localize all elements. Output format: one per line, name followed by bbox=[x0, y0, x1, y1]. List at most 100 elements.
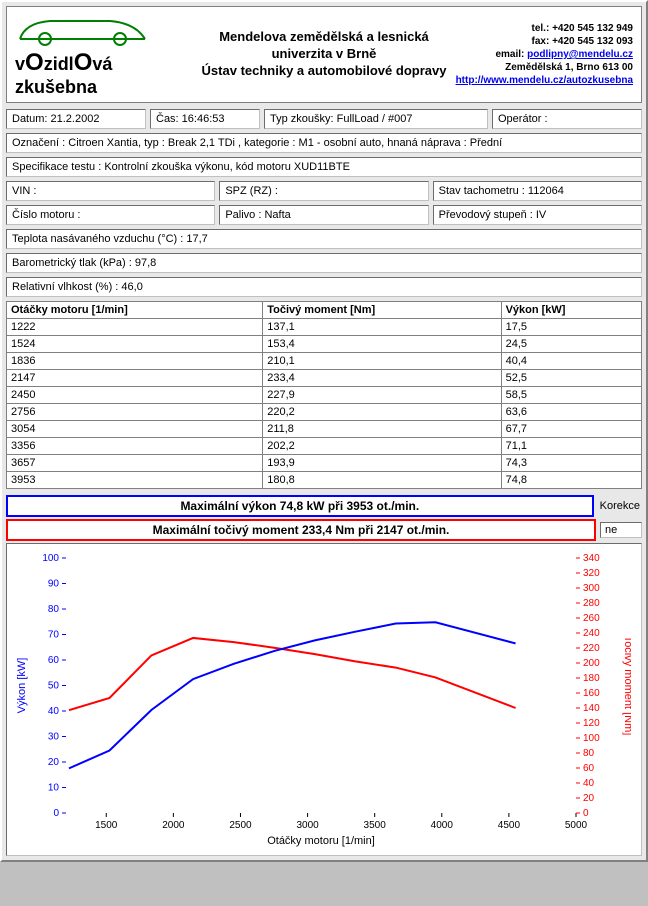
logo-text: vOzidlOvá zkušebna bbox=[15, 49, 195, 98]
table-cell: 3953 bbox=[7, 472, 263, 489]
prevod-box: Převodový stupeň : IV bbox=[433, 205, 642, 225]
table-cell: 58,5 bbox=[501, 387, 641, 404]
cislo-motoru-box: Číslo motoru : bbox=[6, 205, 215, 225]
table-row: 2756220,263,6 bbox=[7, 404, 642, 421]
svg-text:320: 320 bbox=[583, 568, 600, 579]
report-page: vOzidlOvá zkušebna Mendelova zemědělská … bbox=[0, 0, 648, 862]
header-title: Mendelova zemědělská a lesnická univerzi… bbox=[195, 29, 453, 80]
spz-box: SPZ (RZ) : bbox=[219, 181, 428, 201]
svg-text:280: 280 bbox=[583, 598, 600, 609]
svg-text:3500: 3500 bbox=[364, 820, 387, 831]
svg-text:50: 50 bbox=[48, 681, 60, 692]
svg-text:60: 60 bbox=[48, 655, 60, 666]
svg-text:200: 200 bbox=[583, 658, 600, 669]
svg-text:140: 140 bbox=[583, 703, 600, 714]
url-link[interactable]: http://www.mendelu.cz/autozkusebna bbox=[456, 75, 633, 86]
header-contact: tel.: +420 545 132 949 fax: +420 545 132… bbox=[453, 22, 633, 87]
car-logo-icon bbox=[15, 11, 155, 46]
svg-text:20: 20 bbox=[48, 757, 60, 768]
table-cell: 17,5 bbox=[501, 319, 641, 336]
chart-container: 15002000250030003500400045005000Otáčky m… bbox=[6, 543, 642, 856]
svg-text:4000: 4000 bbox=[431, 820, 454, 831]
korekce-label: Korekce bbox=[598, 500, 642, 512]
table-cell: 67,7 bbox=[501, 421, 641, 438]
typ-zkousky-box: Typ zkoušky: FullLoad / #007 bbox=[264, 109, 488, 129]
tachometr-box: Stav tachometru : 112064 bbox=[433, 181, 642, 201]
table-row: 2147233,452,5 bbox=[7, 370, 642, 387]
svg-text:Otáčky motoru [1/min]: Otáčky motoru [1/min] bbox=[267, 835, 375, 847]
table-cell: 153,4 bbox=[263, 336, 501, 353]
table-cell: 220,2 bbox=[263, 404, 501, 421]
table-cell: 1836 bbox=[7, 353, 263, 370]
table-cell: 52,5 bbox=[501, 370, 641, 387]
oznaceni-box: Označení : Citroen Xantia, typ : Break 2… bbox=[6, 133, 642, 153]
logo-area: vOzidlOvá zkušebna bbox=[15, 11, 195, 98]
table-cell: 193,9 bbox=[263, 455, 501, 472]
palivo-box: Palivo : Nafta bbox=[219, 205, 428, 225]
svg-text:260: 260 bbox=[583, 613, 600, 624]
data-table: Otáčky motoru [1/min]Točivý moment [Nm]V… bbox=[6, 301, 642, 489]
table-header: Točivý moment [Nm] bbox=[263, 302, 501, 319]
svg-text:3000: 3000 bbox=[296, 820, 319, 831]
svg-text:100: 100 bbox=[583, 733, 600, 744]
svg-text:300: 300 bbox=[583, 583, 600, 594]
table-row: 3953180,874,8 bbox=[7, 472, 642, 489]
table-cell: 211,8 bbox=[263, 421, 501, 438]
svg-text:40: 40 bbox=[48, 706, 60, 717]
datum-box: Datum: 21.2.2002 bbox=[6, 109, 146, 129]
info-row-1: Datum: 21.2.2002 Čas: 16:46:53 Typ zkouš… bbox=[6, 109, 642, 129]
svg-text:120: 120 bbox=[583, 718, 600, 729]
svg-text:90: 90 bbox=[48, 579, 60, 590]
table-row: 1222137,117,5 bbox=[7, 319, 642, 336]
table-cell: 2756 bbox=[7, 404, 263, 421]
operator-box: Operátor : bbox=[492, 109, 642, 129]
svg-text:340: 340 bbox=[583, 553, 600, 564]
table-cell: 24,5 bbox=[501, 336, 641, 353]
svg-text:30: 30 bbox=[48, 732, 60, 743]
svg-text:5000: 5000 bbox=[565, 820, 588, 831]
tlak-box: Barometrický tlak (kPa) : 97,8 bbox=[6, 253, 642, 273]
table-header: Výkon [kW] bbox=[501, 302, 641, 319]
svg-text:40: 40 bbox=[583, 778, 595, 789]
table-cell: 180,8 bbox=[263, 472, 501, 489]
table-row: 1836210,140,4 bbox=[7, 353, 642, 370]
table-cell: 233,4 bbox=[263, 370, 501, 387]
table-cell: 227,9 bbox=[263, 387, 501, 404]
table-row: 3054211,867,7 bbox=[7, 421, 642, 438]
svg-text:1500: 1500 bbox=[95, 820, 118, 831]
table-cell: 74,8 bbox=[501, 472, 641, 489]
svg-text:0: 0 bbox=[53, 808, 59, 819]
table-cell: 2147 bbox=[7, 370, 263, 387]
korekce-value: ne bbox=[600, 522, 642, 538]
svg-text:2500: 2500 bbox=[229, 820, 252, 831]
table-cell: 74,3 bbox=[501, 455, 641, 472]
table-cell: 3657 bbox=[7, 455, 263, 472]
table-cell: 202,2 bbox=[263, 438, 501, 455]
svg-text:60: 60 bbox=[583, 763, 595, 774]
vin-box: VIN : bbox=[6, 181, 215, 201]
table-cell: 3054 bbox=[7, 421, 263, 438]
svg-text:0: 0 bbox=[583, 808, 589, 819]
table-cell: 1222 bbox=[7, 319, 263, 336]
table-row: 3356202,271,1 bbox=[7, 438, 642, 455]
table-cell: 40,4 bbox=[501, 353, 641, 370]
svg-text:20: 20 bbox=[583, 793, 595, 804]
svg-text:10: 10 bbox=[48, 783, 60, 794]
svg-text:100: 100 bbox=[42, 553, 59, 564]
svg-text:70: 70 bbox=[48, 630, 60, 641]
table-header: Otáčky motoru [1/min] bbox=[7, 302, 263, 319]
svg-text:Výkon [kW]: Výkon [kW] bbox=[16, 658, 28, 714]
email-link[interactable]: podlipny@mendelu.cz bbox=[527, 49, 633, 60]
max-power-box: Maximální výkon 74,8 kW při 3953 ot./min… bbox=[6, 495, 594, 517]
table-cell: 210,1 bbox=[263, 353, 501, 370]
table-cell: 3356 bbox=[7, 438, 263, 455]
svg-text:2000: 2000 bbox=[162, 820, 185, 831]
svg-text:240: 240 bbox=[583, 628, 600, 639]
table-cell: 137,1 bbox=[263, 319, 501, 336]
cas-box: Čas: 16:46:53 bbox=[150, 109, 260, 129]
specifikace-box: Specifikace testu : Kontrolní zkouška vý… bbox=[6, 157, 642, 177]
teplota-box: Teplota nasávaného vzduchu (°C) : 17,7 bbox=[6, 229, 642, 249]
svg-text:80: 80 bbox=[48, 604, 60, 615]
table-row: 3657193,974,3 bbox=[7, 455, 642, 472]
report-header: vOzidlOvá zkušebna Mendelova zemědělská … bbox=[6, 6, 642, 103]
